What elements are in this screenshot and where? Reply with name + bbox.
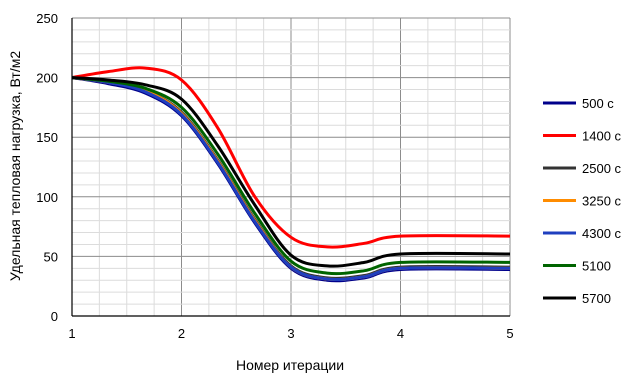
legend-label-3: 2500 c xyxy=(582,161,622,176)
x-tick-label: 5 xyxy=(506,326,513,341)
y-tick-label: 250 xyxy=(36,11,58,26)
series-line-7 xyxy=(71,76,511,268)
y-tick-label: 50 xyxy=(44,249,58,264)
x-tick-label: 3 xyxy=(287,326,294,341)
legend-label-7: 5700 xyxy=(582,291,611,306)
grid xyxy=(71,17,511,317)
legend-label-2: 1400 c xyxy=(582,129,622,144)
legend-label-1: 500 c xyxy=(582,96,614,111)
legend-label-6: 5100 xyxy=(582,259,611,274)
series-line-2 xyxy=(71,66,511,249)
series-line-5 xyxy=(71,76,511,282)
series-layer xyxy=(71,66,511,283)
y-tick-label: 150 xyxy=(36,130,58,145)
x-axis-title: Номер итерации xyxy=(236,357,344,373)
y-tick-label: 200 xyxy=(36,71,58,86)
y-tick-label: 0 xyxy=(51,309,58,324)
x-tick-label: 4 xyxy=(397,326,404,341)
legend-label-5: 4300 c xyxy=(582,226,622,241)
x-tick-label: 1 xyxy=(68,326,75,341)
y-axis-title: Удельная тепловая нагрузка, Вт/м2 xyxy=(7,51,23,281)
x-tick-label: 2 xyxy=(178,326,185,341)
legend-label-4: 3250 c xyxy=(582,194,622,209)
y-tick-label: 100 xyxy=(36,190,58,205)
series-line-6 xyxy=(71,76,511,276)
axes xyxy=(71,18,510,317)
legend: 500 c 1400 c 2500 c 3250 c 4300 c 5100 5700 xyxy=(543,96,622,306)
